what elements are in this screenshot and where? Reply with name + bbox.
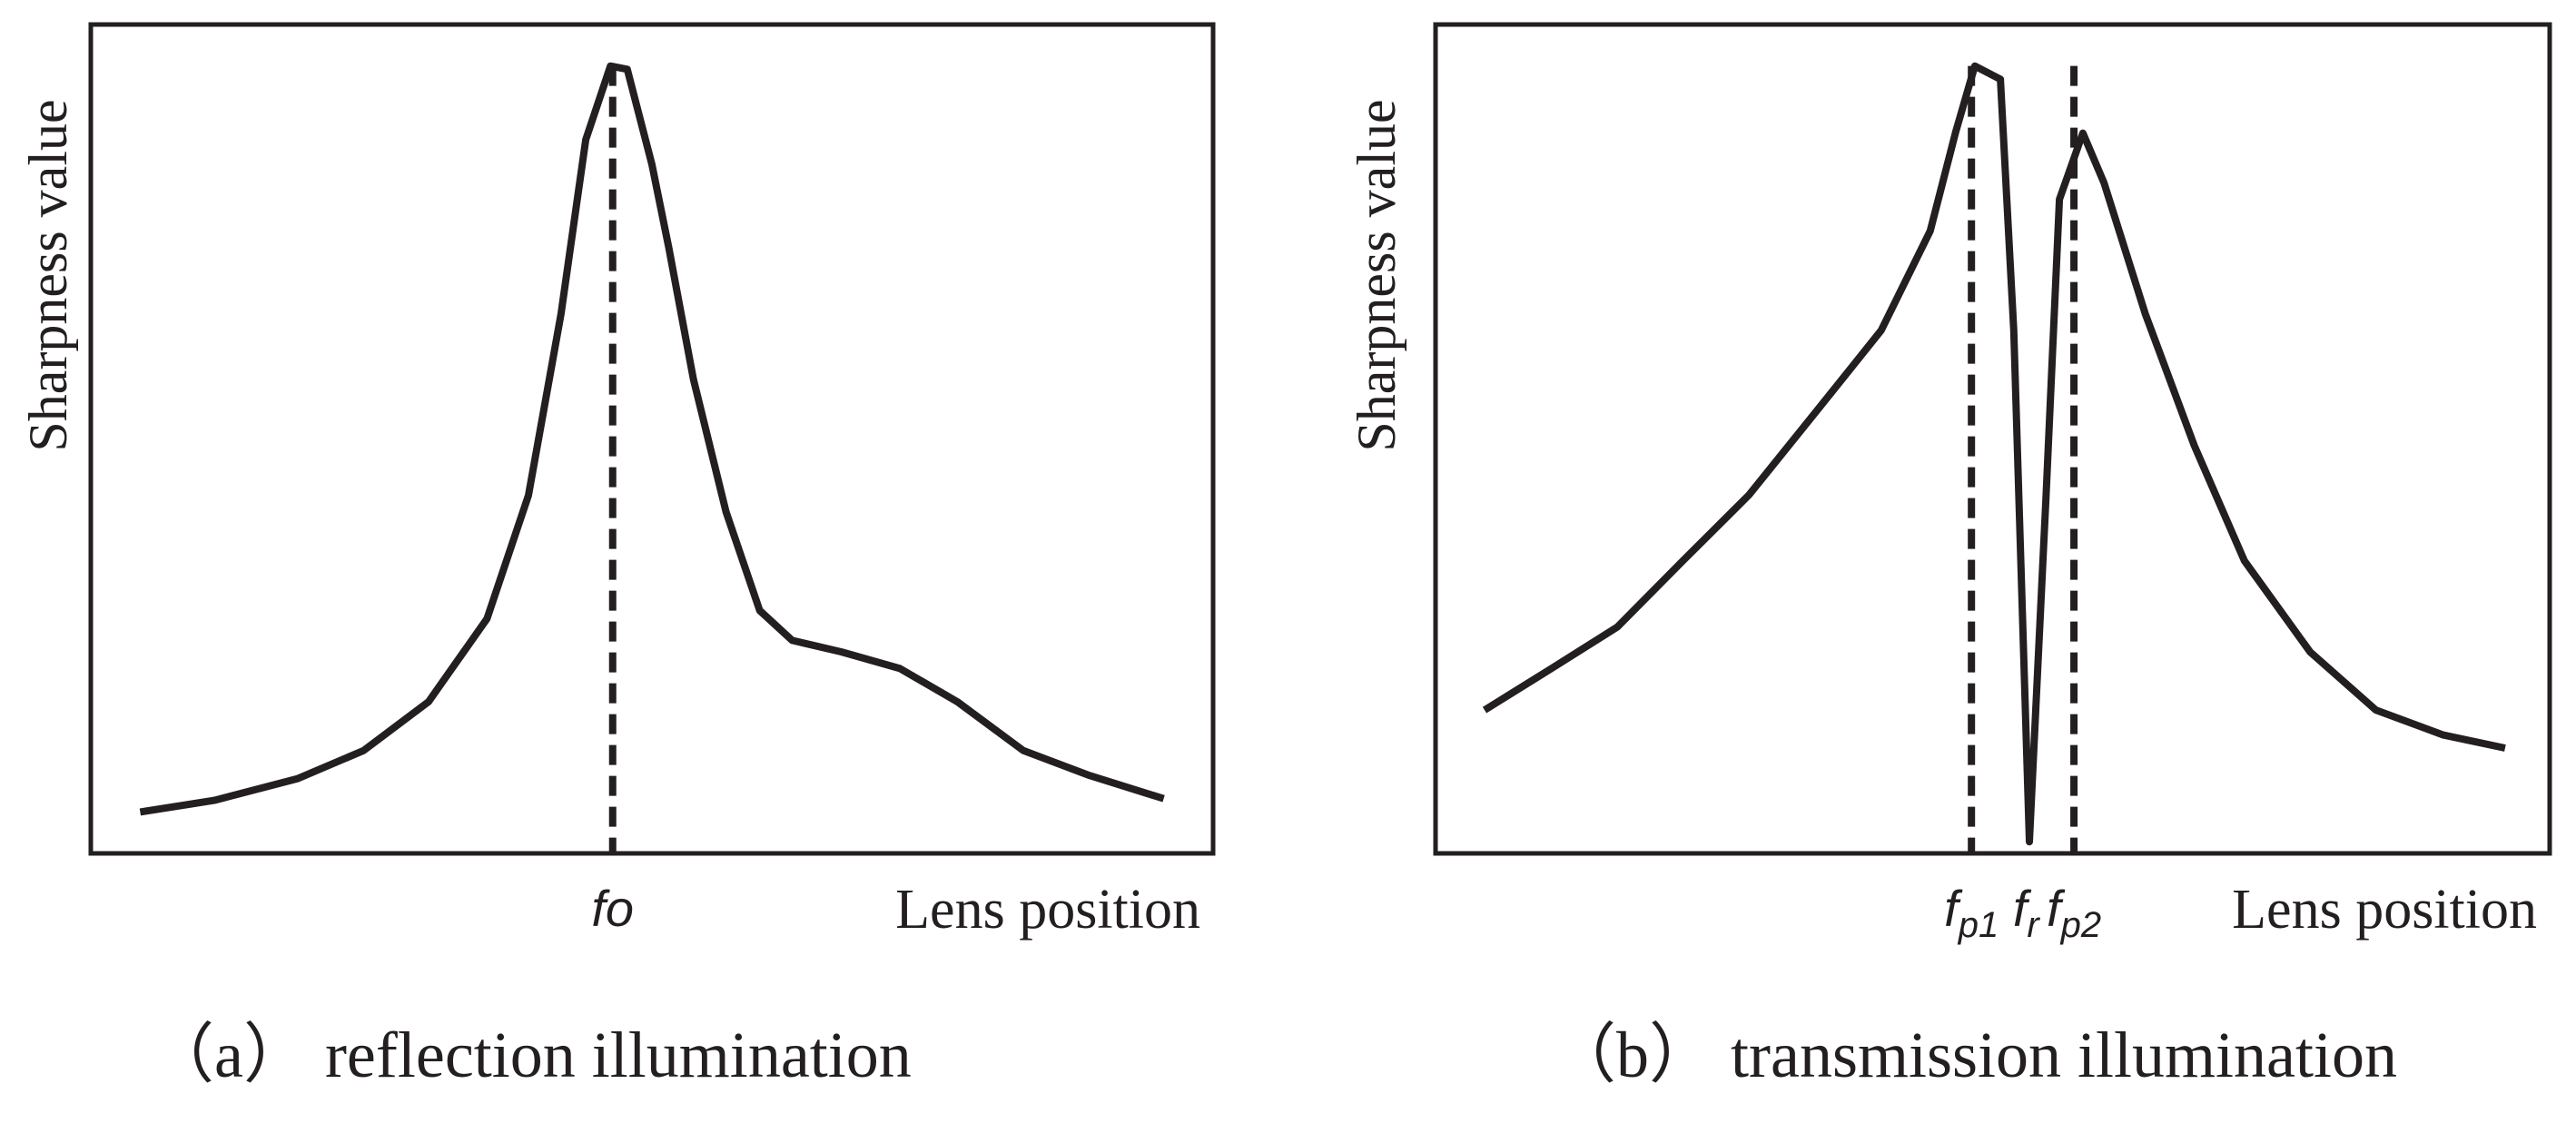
caption: （b） transmission illumination xyxy=(1551,1019,2397,1091)
focus-label: fp2 xyxy=(2047,880,2101,945)
plot-frame xyxy=(1433,22,2552,856)
focus-label-main: fo xyxy=(591,880,634,937)
focus-label-sub: p1 xyxy=(1958,905,1999,945)
focus-label: fp1 xyxy=(1944,880,1999,945)
focus-label-sub: p2 xyxy=(2060,905,2102,945)
y-axis-label: Sharpness value xyxy=(18,99,78,451)
sharpness-curve xyxy=(139,62,1165,816)
caption: （a） reflection illumination xyxy=(149,1019,912,1091)
focus-label: fo xyxy=(591,880,634,937)
sharpness-curve xyxy=(1482,62,2506,846)
x-axis-label: Lens position xyxy=(895,879,1200,941)
focus-label-sub: r xyxy=(2027,905,2040,945)
x-axis-label: Lens position xyxy=(2232,879,2537,941)
plot-frame xyxy=(88,22,1216,856)
focus-label: fr xyxy=(2013,880,2041,945)
y-axis-label: Sharpness value xyxy=(1347,99,1406,451)
